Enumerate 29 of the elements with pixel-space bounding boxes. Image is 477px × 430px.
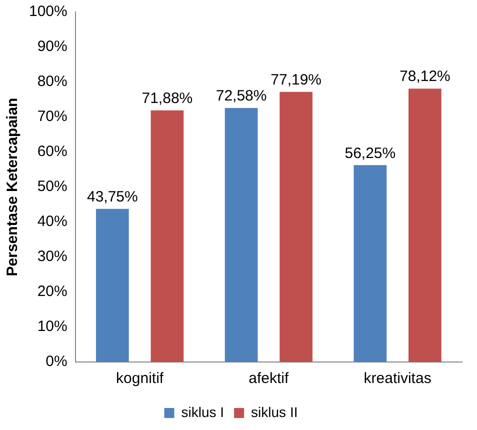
y-tick-label: 0%	[46, 353, 68, 370]
data-label: 77,19%	[270, 71, 322, 88]
bar	[150, 110, 184, 362]
y-tick-label: 30%	[37, 248, 68, 266]
bar	[96, 208, 129, 362]
data-label: 56,25%	[344, 144, 396, 162]
x-tick-label: kognitif	[116, 370, 164, 388]
y-tick-label: 40%	[37, 213, 68, 230]
bar	[224, 108, 258, 362]
y-axis-title: Persentase Ketercapaian	[4, 98, 22, 276]
data-label: 72,58%	[216, 88, 267, 105]
x-tick-label: kreativitas	[364, 370, 432, 388]
y-tick-label: 70%	[37, 108, 68, 126]
legend-label: siklus I	[181, 404, 224, 420]
y-tick-label: 20%	[37, 283, 68, 300]
y-tick-label: 100%	[28, 3, 68, 20]
x-tick-label: afektif	[248, 370, 290, 388]
legend-label: siklus II	[251, 404, 298, 420]
y-tick-label: 50%	[37, 178, 68, 196]
y-tick-label: 80%	[37, 73, 68, 90]
y-tick-label: 90%	[37, 38, 68, 56]
bar	[354, 165, 387, 362]
data-label: 43,75%	[86, 188, 138, 206]
data-label: 71,88%	[142, 90, 193, 108]
y-tick-label: 10%	[37, 318, 68, 336]
data-label: 78,12%	[400, 68, 450, 86]
bar	[408, 88, 442, 362]
bar	[280, 92, 312, 362]
y-tick-label: 60%	[37, 143, 68, 160]
